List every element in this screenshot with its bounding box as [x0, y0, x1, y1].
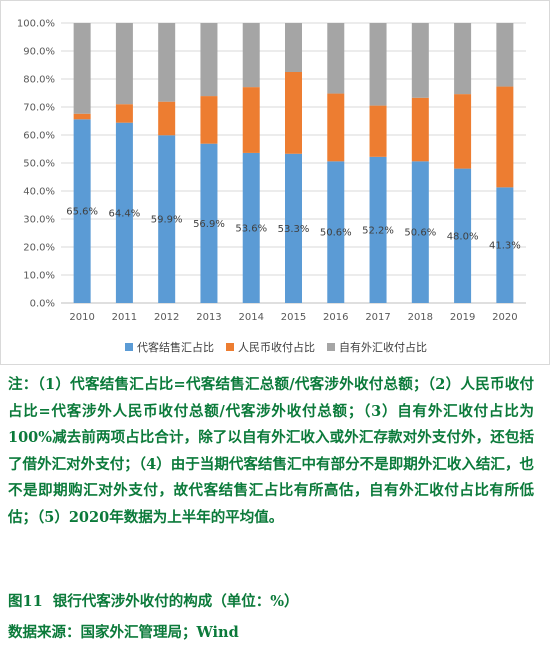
bar-rmb: [73, 113, 91, 120]
legend-label: 自有外汇收付占比: [339, 341, 427, 354]
bar-fx: [200, 23, 218, 97]
chart-note: 注：（1）代客结售汇占比=代客结售汇总额/代客涉外收付总额；（2）人民币收付占比…: [8, 376, 534, 526]
legend-label: 人民币收付占比: [238, 341, 315, 354]
bar-sales: [158, 135, 176, 303]
stacked-bar-chart: 0.0% 10.0% 20.0% 30.0% 40.0% 50.0% 60.0% 70.0% 8…: [17, 19, 526, 323]
bar-sales: [115, 122, 133, 304]
y-tick-label: 40.0%: [23, 187, 55, 198]
y-tick-label: 0.0%: [30, 299, 55, 310]
y-tick-label: 90.0%: [23, 47, 55, 58]
y-tick-label: 60.0%: [23, 131, 55, 142]
y-tick-label: 100.0%: [17, 19, 55, 30]
bar-rmb: [285, 72, 302, 154]
legend-swatch: [327, 343, 335, 351]
legend-swatch: [226, 343, 234, 351]
bar-rmb: [369, 105, 387, 157]
figure-caption: 图11 银行代客涉外收付的构成（单位：%）: [8, 593, 299, 610]
x-tick-label: 2012: [154, 312, 179, 323]
data-label: 50.6%: [404, 228, 436, 239]
bar-fx: [158, 23, 176, 102]
y-tick-label: 80.0%: [23, 75, 55, 86]
bar-fx: [411, 23, 429, 98]
x-tick-label: 2014: [239, 312, 264, 323]
legend-swatch: [125, 343, 133, 351]
legend-item: 自有外汇收付占比: [327, 339, 427, 355]
legend-item: 代客结售汇占比: [125, 339, 214, 355]
bar-sales: [242, 152, 260, 303]
bar-rmb: [454, 94, 472, 169]
legend-item: 人民币收付占比: [226, 339, 315, 355]
bar-sales: [496, 187, 514, 303]
bar-sales: [285, 153, 302, 303]
bar-fx: [327, 23, 345, 94]
bar-rmb: [242, 87, 260, 153]
bar-fx: [242, 23, 260, 88]
bar-sales: [73, 119, 91, 303]
data-label: 53.3%: [278, 224, 310, 235]
bar-rmb: [327, 93, 345, 162]
data-label: 50.6%: [320, 228, 352, 239]
y-tick-label: 30.0%: [23, 215, 55, 226]
data-label: 52.2%: [362, 225, 394, 236]
x-tick-label: 2010: [69, 312, 94, 323]
data-label: 48.0%: [447, 231, 479, 242]
x-tick-label: 2018: [408, 312, 433, 323]
y-tick-label: 50.0%: [23, 159, 55, 170]
bar-fx: [115, 23, 133, 105]
bar-sales: [369, 156, 387, 303]
bar-rmb: [200, 96, 218, 144]
x-tick-label: 2020: [492, 312, 517, 323]
x-tick-label: 2017: [365, 312, 390, 323]
x-tick-label: 2019: [450, 312, 475, 323]
x-tick-label: 2011: [112, 312, 137, 323]
chart-legend: 代客结售汇占比 人民币收付占比 自有外汇收付占比: [1, 338, 550, 356]
data-label: 53.6%: [235, 223, 267, 234]
bar-rmb: [496, 86, 514, 188]
bar-sales: [327, 161, 345, 303]
y-tick-label: 70.0%: [23, 103, 55, 114]
y-tick-label: 10.0%: [23, 271, 55, 282]
bar-sales: [454, 168, 472, 303]
bar-fx: [73, 23, 91, 114]
bar-fx: [496, 23, 514, 87]
data-label: 59.9%: [151, 215, 183, 226]
bar-fx: [285, 23, 302, 72]
y-tick-label: 20.0%: [23, 243, 55, 254]
bar-fx: [369, 23, 387, 106]
x-tick-label: 2013: [196, 312, 221, 323]
data-label: 64.4%: [109, 208, 141, 219]
data-source: 数据来源：国家外汇管理局；Wind: [8, 624, 239, 641]
bar-rmb: [158, 101, 176, 136]
bar-rmb: [411, 97, 429, 162]
bar-sales: [200, 143, 218, 303]
x-tick-label: 2015: [281, 312, 306, 323]
data-label: 65.6%: [66, 207, 98, 218]
bar-rmb: [115, 104, 133, 123]
legend-label: 代客结售汇占比: [137, 341, 214, 354]
bar-sales: [411, 161, 429, 303]
data-label: 56.9%: [193, 219, 225, 230]
x-tick-label: 2016: [323, 312, 348, 323]
chart-container: 0.0% 10.0% 20.0% 30.0% 40.0% 50.0% 60.0% 70.0% 8…: [0, 0, 550, 365]
data-label: 41.3%: [489, 241, 521, 252]
bar-fx: [454, 23, 472, 95]
